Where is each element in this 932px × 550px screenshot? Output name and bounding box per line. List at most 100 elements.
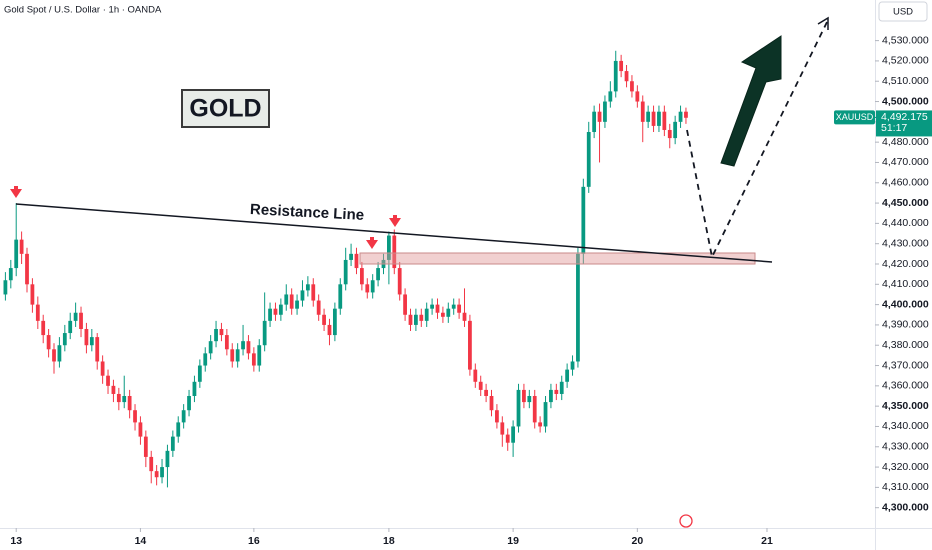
y-tick-label: 4,510.000	[882, 75, 929, 87]
candle-body	[181, 410, 186, 423]
candle-body	[581, 186, 586, 254]
candle-body	[192, 381, 197, 396]
candle-body	[500, 422, 505, 435]
axes: 4,300.000 4,310.000 4,320.000 4,330.000 4,34…	[10, 34, 932, 547]
candle-body	[446, 308, 451, 317]
candle-body	[478, 381, 483, 390]
candle-body	[586, 132, 591, 187]
y-tick-label: 4,310.000	[882, 481, 929, 493]
candle-body	[597, 111, 602, 122]
candle-body	[457, 304, 461, 313]
chart-title: Gold Spot / U.S. Dollar · 1h · OANDA	[4, 5, 162, 16]
x-tick-label: 21	[761, 535, 773, 547]
candle-body	[149, 456, 154, 472]
currency-button[interactable]	[878, 1, 928, 22]
candle-body	[603, 101, 607, 122]
candle-body	[165, 450, 170, 468]
candle-body	[370, 280, 375, 293]
candle-body	[397, 268, 402, 295]
gold-badge	[181, 89, 270, 128]
candle-body	[214, 328, 218, 342]
y-tick-label: 4,500.000	[882, 95, 929, 107]
candle-body	[657, 111, 661, 126]
candle-body	[133, 410, 137, 423]
y-tick-label: 4,470.000	[882, 156, 929, 168]
candle-body	[30, 284, 35, 305]
candle-body	[311, 284, 316, 301]
candle-body	[613, 60, 618, 92]
candle-body	[305, 284, 310, 291]
candle-body	[332, 308, 337, 336]
candle-body	[484, 389, 489, 396]
candle-body	[289, 294, 294, 309]
candle-body	[116, 393, 121, 403]
candle-body	[338, 284, 343, 309]
candle-body	[3, 280, 8, 295]
candle-body	[316, 300, 321, 315]
y-tick-label: 4,350.000	[882, 400, 929, 412]
candle-body	[592, 111, 597, 132]
candle-body	[392, 235, 397, 269]
candle-body	[235, 349, 240, 362]
candle-body	[322, 314, 326, 325]
candle-body	[505, 434, 510, 443]
candle-body	[73, 312, 78, 321]
symbol-label: XAUUSD	[836, 112, 874, 122]
candle-body	[516, 389, 521, 427]
candle-body	[646, 111, 651, 122]
candle-body	[203, 353, 208, 366]
candle-body	[441, 312, 445, 317]
symbol-tag	[834, 110, 875, 125]
y-tick-label: 4,460.000	[882, 177, 929, 189]
y-tick-label: 4,380.000	[882, 339, 929, 351]
candle-body	[106, 375, 110, 386]
currency-label[interactable]: USD	[893, 7, 913, 18]
y-tick-label: 4,420.000	[882, 258, 929, 270]
x-tick-label: 20	[632, 535, 644, 547]
y-tick-label: 4,480.000	[882, 136, 929, 148]
candle-body	[403, 294, 407, 315]
candle-body	[651, 111, 656, 126]
x-tick-label: 16	[248, 535, 260, 547]
candle-body	[284, 294, 289, 305]
candle-body	[532, 396, 537, 423]
candle-body	[19, 239, 24, 254]
price-tag-countdown: 51:17	[881, 122, 907, 134]
candle-body	[268, 308, 272, 321]
candle-body	[608, 91, 613, 102]
candle-body	[576, 253, 580, 362]
logo-icon[interactable]	[679, 514, 693, 528]
candle-body	[160, 467, 164, 478]
candle-body	[359, 268, 364, 285]
y-tick-label: 4,390.000	[882, 319, 929, 331]
plot	[3, 50, 688, 488]
candle-body	[386, 235, 391, 260]
candle-body	[68, 320, 73, 334]
candle-body	[41, 320, 46, 336]
resistance-label: Resistance Line	[250, 201, 365, 224]
candle-body	[414, 314, 418, 325]
candle-body	[511, 426, 516, 443]
candle-body	[46, 335, 51, 350]
y-tick-label: 4,340.000	[882, 420, 929, 432]
y-tick-label: 4,440.000	[882, 217, 929, 229]
candle-body	[468, 320, 472, 370]
candle-body	[489, 396, 494, 411]
resistance-line	[15, 203, 773, 263]
candle-body	[246, 341, 251, 354]
x-tick-label: 14	[135, 535, 147, 547]
candle-body	[635, 91, 640, 102]
marker-arrow	[393, 215, 397, 219]
candle-body	[111, 385, 116, 394]
candle-body	[624, 71, 629, 82]
resistance-zone	[359, 252, 756, 265]
y-tick-label: 4,320.000	[882, 461, 929, 473]
gold-badge-text: GOLD	[189, 95, 261, 123]
candle-body	[522, 389, 526, 403]
candle-body	[100, 361, 105, 376]
candle-body	[154, 471, 159, 478]
y-tick-label: 4,430.000	[882, 237, 929, 249]
candle-body	[462, 312, 467, 321]
x-tick-label: 18	[383, 535, 395, 547]
